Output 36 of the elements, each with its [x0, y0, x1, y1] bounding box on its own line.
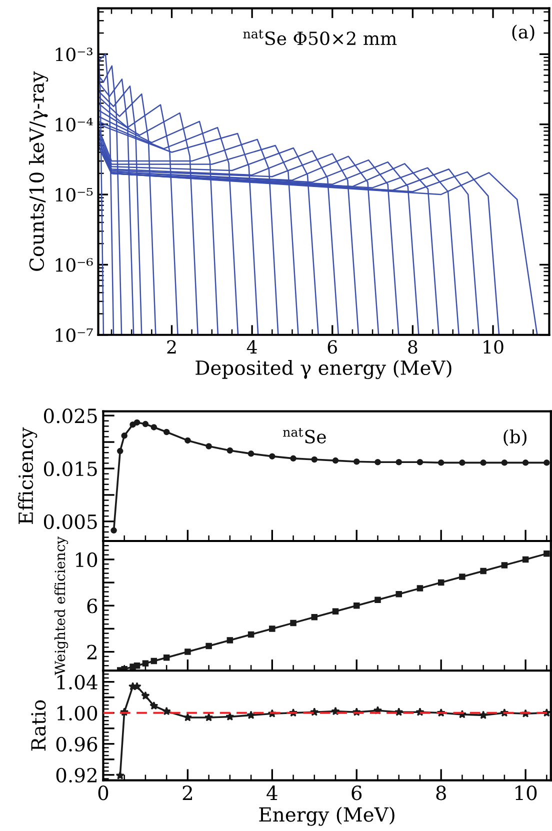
- x-axis-title: Energy (MeV): [259, 806, 394, 826]
- y-tick-label: 0.92: [56, 768, 96, 783]
- y-tick-label: 0.96: [56, 736, 98, 752]
- x-tick-label: 2: [182, 786, 192, 800]
- y-tick-label: 10⁻⁴: [56, 118, 93, 132]
- y-axis-title: Weighted efficiency: [54, 536, 68, 676]
- y-tick-label: 10⁻⁶: [56, 258, 93, 272]
- x-tick-label: 0: [98, 786, 108, 800]
- x-tick-label: 10: [484, 340, 504, 354]
- y-tick-label: 1.00: [57, 706, 98, 721]
- x-tick-label: 6: [352, 786, 362, 800]
- y-tick-label: 10⁻⁵: [56, 188, 93, 202]
- x-tick-label: 6: [328, 340, 337, 354]
- y-tick-label: 10⁻³: [56, 48, 92, 62]
- y-tick-label: 10: [76, 552, 98, 568]
- x-axis-title: Deposited γ energy (MeV): [196, 360, 452, 380]
- annotation: $^{nat}$Se: [283, 428, 326, 444]
- y-tick-label: 6: [87, 598, 98, 614]
- x-tick-label: 10: [516, 786, 537, 800]
- x-tick-label: 4: [266, 786, 278, 800]
- x-tick-label: 8: [408, 340, 418, 354]
- annotation: (b): [504, 429, 526, 446]
- x-tick-label: 8: [436, 786, 446, 800]
- y-tick-label: 0.025: [44, 408, 97, 424]
- annotation: $^{nat}$Se Φ50×2 mm: [243, 30, 397, 46]
- y-axis-title: Efficiency: [18, 427, 38, 524]
- x-tick-label: 2: [167, 340, 176, 354]
- x-tick-label: 4: [246, 340, 257, 354]
- y-axis-title: Ratio: [31, 700, 46, 751]
- y-tick-label: 0.005: [44, 514, 97, 530]
- annotation: (a): [512, 24, 534, 42]
- y-axis-title: Counts/10 keV/γ-ray: [29, 71, 48, 271]
- y-tick-label: 10⁻⁷: [56, 328, 93, 342]
- y-tick-label: 0.015: [44, 461, 97, 476]
- y-tick-label: 1.04: [57, 674, 98, 690]
- y-tick-label: 2: [87, 644, 96, 660]
